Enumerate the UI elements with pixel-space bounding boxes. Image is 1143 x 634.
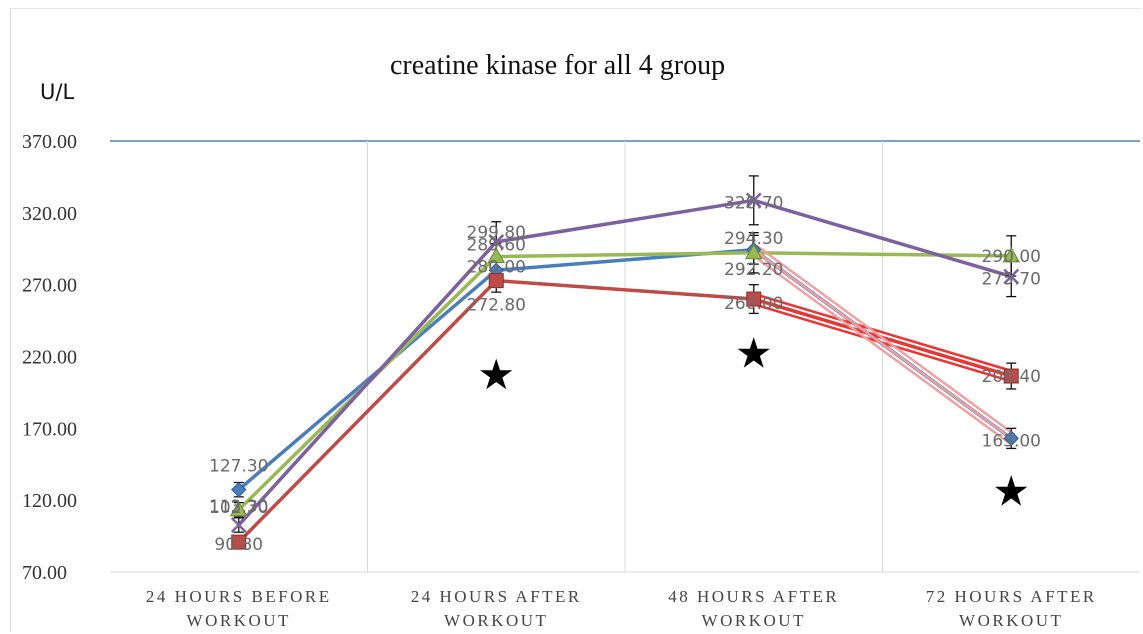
y-tick-label: 370.00	[22, 131, 77, 153]
data-point-marker	[231, 481, 247, 498]
y-tick-label: 270.00	[22, 275, 77, 297]
x-category-label: WORKOUT	[702, 611, 806, 630]
data-label: 280.00	[467, 257, 526, 277]
x-category-label: 24 HOURS BEFORE	[146, 587, 332, 606]
x-category-label: 24 HOURS AFTER	[411, 587, 582, 606]
data-point-marker	[1002, 246, 1021, 263]
x-category-label: 48 HOURS AFTER	[668, 587, 839, 606]
data-label: 102.70	[209, 498, 268, 518]
data-label: 292.20	[724, 260, 783, 280]
data-point-marker	[488, 273, 504, 289]
x-category-label: 72 HOURS AFTER	[926, 587, 1097, 606]
data-label: 299.80	[467, 223, 526, 243]
data-label: 272.80	[467, 296, 526, 316]
data-point-marker	[229, 500, 248, 517]
highlight-segment	[753, 248, 1012, 440]
data-point-marker	[488, 233, 505, 250]
highlight-segment	[750, 252, 1010, 444]
data-point-marker	[1003, 430, 1019, 447]
data-label: 113.30	[209, 497, 268, 517]
y-tick-label: 70.00	[22, 562, 67, 584]
data-label: 127.30	[209, 457, 268, 477]
data-label: 290.00	[982, 247, 1041, 267]
data-point-marker	[1003, 268, 1020, 285]
series-line	[237, 198, 1012, 527]
data-label: 260.00	[724, 294, 783, 314]
data-label: 294.30	[724, 229, 783, 249]
data-label: 90.80	[214, 535, 263, 555]
highlight-segment	[754, 293, 1014, 373]
significance-star-icon: ★	[735, 329, 773, 378]
data-point-marker	[746, 291, 762, 307]
data-label: 206.40	[982, 367, 1041, 387]
y-tick-label: 120.00	[22, 490, 77, 512]
data-label: 275.70	[982, 269, 1041, 289]
x-category-label: WORKOUT	[444, 611, 548, 630]
data-label: 328.70	[724, 193, 783, 213]
x-category-label: WORKOUT	[959, 611, 1063, 630]
data-point-marker	[744, 243, 763, 260]
y-tick-label: 170.00	[22, 418, 77, 440]
data-label: 289.60	[467, 236, 526, 256]
data-point-marker	[231, 534, 247, 550]
y-tick-label: 320.00	[22, 203, 77, 225]
chart-frame	[10, 8, 1142, 632]
highlight-segment	[755, 244, 1015, 436]
x-category-label: WORKOUT	[187, 611, 291, 630]
data-point-marker	[745, 192, 762, 209]
y-tick-label: 220.00	[22, 347, 77, 369]
y-axis-unit-label: U/L	[40, 80, 75, 104]
significance-star-icon: ★	[477, 350, 515, 399]
chart-title: creatine kinase for all 4 group	[390, 50, 726, 81]
data-point-marker	[487, 247, 506, 264]
data-point-marker	[1003, 368, 1019, 384]
data-point-marker	[230, 517, 247, 533]
significance-star-icon: ★	[992, 467, 1030, 516]
data-label: 163.00	[982, 431, 1041, 451]
